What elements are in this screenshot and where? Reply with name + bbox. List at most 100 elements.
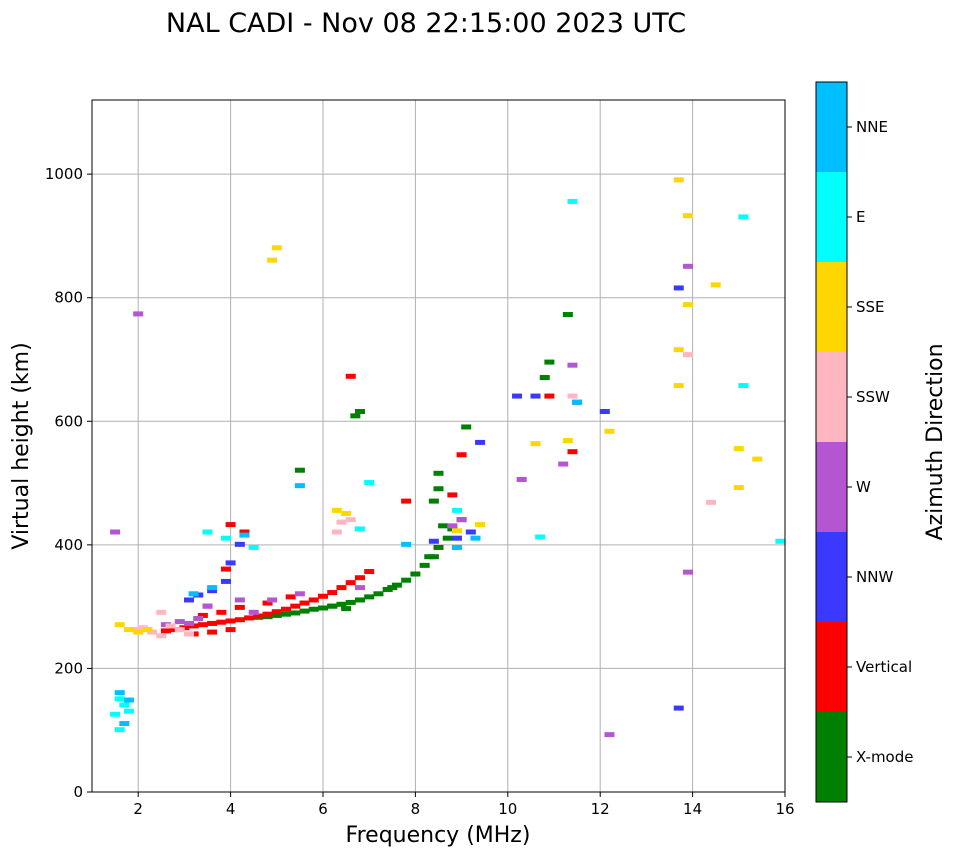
- data-point-vertical: [308, 597, 319, 603]
- data-point-w: [354, 585, 365, 591]
- data-point-x-mode: [350, 413, 361, 419]
- data-point-x-mode: [364, 594, 375, 600]
- data-point-sse: [123, 627, 134, 633]
- data-point-x-mode: [428, 498, 439, 504]
- data-point-ssw: [682, 352, 693, 358]
- data-point-e: [248, 544, 259, 550]
- data-point-nnw: [234, 541, 245, 547]
- data-point-x-mode: [401, 577, 412, 583]
- data-point-w: [558, 461, 569, 467]
- data-point-e: [738, 214, 749, 220]
- data-point-sse: [133, 629, 144, 635]
- data-point-w: [110, 529, 121, 535]
- plot-area: [92, 100, 785, 792]
- data-points: [110, 177, 786, 738]
- data-point-w: [682, 569, 693, 575]
- colorbar-swatch-nne: [816, 82, 847, 172]
- data-point-nnw: [451, 535, 462, 541]
- x-ticks: 2 4 6 8 10 12 14 16: [133, 792, 795, 818]
- data-point-nne: [451, 544, 462, 550]
- data-point-e: [123, 708, 134, 714]
- data-point-vertical: [401, 498, 412, 504]
- data-point-x-mode: [281, 611, 292, 617]
- data-point-vertical: [456, 452, 467, 458]
- data-point-sse: [710, 282, 721, 288]
- data-point-nne: [294, 483, 305, 489]
- data-point-w: [184, 620, 195, 626]
- data-point-vertical: [285, 594, 296, 600]
- data-point-x-mode: [308, 606, 319, 612]
- data-point-w: [456, 517, 467, 523]
- data-point-sse: [682, 302, 693, 308]
- data-point-sse: [673, 383, 684, 389]
- data-point-vertical: [216, 609, 227, 615]
- data-point-vertical: [234, 617, 245, 623]
- data-point-vertical: [354, 575, 365, 581]
- data-point-w: [604, 732, 615, 738]
- colorbar-label: E: [856, 208, 865, 226]
- data-point-x-mode: [387, 585, 398, 591]
- data-point-w: [447, 523, 458, 529]
- y-axis-label: Virtual height (km): [9, 342, 34, 549]
- data-point-vertical: [262, 611, 273, 617]
- data-point-x-mode: [327, 603, 338, 609]
- data-point-e: [119, 702, 130, 708]
- data-point-x-mode: [294, 467, 305, 473]
- x-axis-label: Frequency (MHz): [346, 823, 531, 848]
- data-point-vertical: [544, 393, 555, 399]
- data-point-sse: [142, 627, 153, 633]
- data-point-w: [248, 609, 259, 615]
- data-point-vertical: [447, 492, 458, 498]
- data-point-x-mode: [544, 359, 555, 365]
- data-point-nne: [470, 535, 481, 541]
- colorbar-label: W: [856, 478, 871, 496]
- data-point-vertical: [327, 590, 338, 596]
- data-point-vertical: [336, 585, 347, 591]
- data-point-vertical: [290, 603, 301, 609]
- data-point-w: [193, 616, 204, 621]
- data-point-x-mode: [433, 486, 444, 492]
- data-point-x-mode: [562, 312, 573, 318]
- data-point-nne: [401, 541, 412, 547]
- data-point-sse: [752, 456, 763, 462]
- data-point-x-mode: [341, 606, 352, 612]
- data-point-x-mode: [299, 608, 310, 614]
- x-tick-label: 2: [133, 800, 143, 818]
- data-point-e: [567, 198, 578, 204]
- data-point-nne: [239, 532, 250, 538]
- x-tick-label: 12: [591, 800, 610, 818]
- colorbar-swatch-vertical: [816, 622, 847, 712]
- data-point-x-mode: [433, 470, 444, 476]
- colorbar-label: Vertical: [856, 658, 912, 676]
- colorbar-label: NNE: [856, 118, 888, 136]
- y-tick-label: 1000: [45, 165, 83, 183]
- data-point-sse: [267, 257, 278, 263]
- y-ticks: 0 200 400 600 800 1000: [45, 165, 92, 801]
- y-tick-label: 800: [54, 289, 83, 307]
- data-point-ssw: [156, 633, 167, 639]
- data-point-vertical: [225, 522, 236, 528]
- data-point-nne: [207, 585, 218, 591]
- data-point-nnw: [673, 705, 684, 711]
- colorbar: X-mode Vertical NNW W SSW SSE E NNE: [815, 81, 913, 803]
- data-point-vertical: [364, 569, 375, 575]
- data-point-vertical: [567, 449, 578, 455]
- data-point-x-mode: [271, 612, 282, 618]
- data-point-vertical: [281, 606, 292, 612]
- data-point-nne: [114, 690, 125, 696]
- data-point-nnw: [428, 538, 439, 544]
- data-point-w: [133, 311, 144, 317]
- colorbar-title: Azimuth Direction: [923, 343, 948, 540]
- x-tick-label: 4: [226, 800, 236, 818]
- data-point-sse: [733, 485, 744, 491]
- data-point-w: [516, 476, 527, 482]
- data-point-nne: [572, 399, 583, 405]
- data-point-vertical: [318, 593, 328, 599]
- x-tick-label: 8: [411, 800, 421, 818]
- data-point-x-mode: [438, 523, 449, 529]
- data-point-e: [535, 534, 546, 540]
- data-point-vertical: [262, 600, 273, 606]
- data-point-nne: [119, 721, 130, 727]
- data-point-sse: [562, 438, 573, 444]
- data-point-e: [451, 507, 462, 513]
